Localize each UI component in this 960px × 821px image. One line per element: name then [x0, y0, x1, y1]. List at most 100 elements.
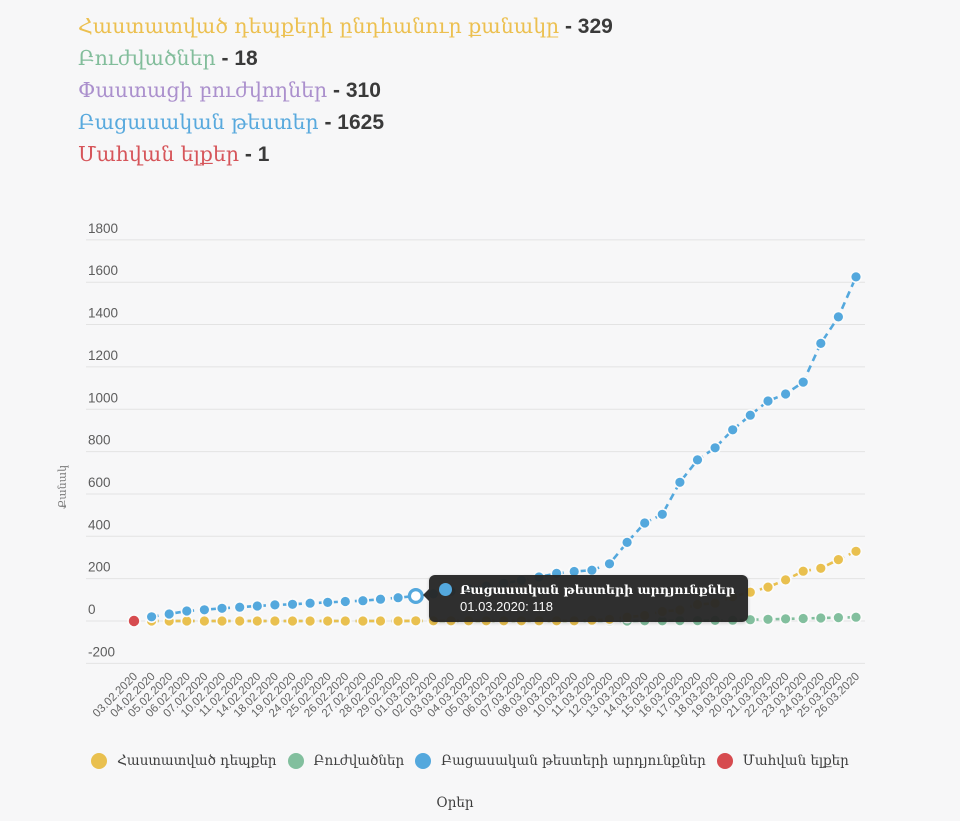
data-point-s0-i4[interactable]: [198, 614, 211, 628]
legend-color-icon: [415, 753, 432, 769]
data-point-s2-i12[interactable]: [339, 595, 352, 608]
stat-line-1: Բուժվածներ - 18: [78, 42, 613, 74]
data-point-s2-i28[interactable]: [620, 536, 634, 549]
stat-label: Մահվան ելքեր: [78, 142, 240, 166]
data-point-s3-i0[interactable]: [127, 614, 141, 628]
data-point-s2-i15[interactable]: [391, 591, 405, 604]
data-point-s2-i4[interactable]: [198, 603, 211, 616]
data-point-s0-i11[interactable]: [321, 614, 334, 628]
data-point-s2-i1[interactable]: [145, 610, 158, 623]
highlighted-data-point[interactable]: [407, 587, 424, 604]
data-point-s2-i40[interactable]: [832, 310, 845, 324]
y-tick-label-1200: 1200: [88, 348, 118, 363]
data-point-s2-i2[interactable]: [163, 607, 176, 621]
legend-item-1[interactable]: Բուժվածներ: [287, 753, 405, 769]
y-tick-label-0: 0: [88, 602, 96, 617]
y-tick-label-400: 400: [88, 517, 111, 532]
stats-header: Հաստատված դեպքերի ընդհանուր քանակը - 329…: [78, 10, 613, 170]
data-point-s0-i41[interactable]: [849, 545, 863, 558]
stat-value: - 18: [215, 47, 258, 70]
data-point-s2-i34[interactable]: [726, 423, 739, 436]
data-point-s2-i33[interactable]: [708, 441, 722, 454]
data-point-s1-i37[interactable]: [779, 612, 792, 626]
data-point-s0-i9[interactable]: [286, 614, 299, 628]
data-point-s2-i11[interactable]: [321, 596, 334, 609]
data-point-s2-i10[interactable]: [303, 596, 317, 610]
data-point-s2-i37[interactable]: [779, 387, 792, 401]
series-line-2: [151, 276, 858, 619]
legend-label: Բացասական թեստերի արդյունքներ: [441, 753, 706, 769]
data-point-s0-i38[interactable]: [796, 564, 810, 578]
data-point-s0-i8[interactable]: [268, 614, 282, 628]
data-point-s0-i37[interactable]: [779, 573, 792, 587]
stat-label: Բուժվածներ: [78, 46, 216, 70]
tooltip-title-row: Բացասական թեստերի արդյունքներ: [439, 582, 735, 597]
data-point-s2-i38[interactable]: [796, 375, 810, 389]
data-point-s2-i7[interactable]: [251, 599, 264, 613]
chart-tooltip: Բացասական թեստերի արդյունքներ 01.03.2020…: [423, 575, 748, 622]
legend-item-2[interactable]: Բացասական թեստերի արդյունքներ: [415, 753, 706, 769]
data-point-s0-i13[interactable]: [356, 614, 370, 628]
data-point-s2-i36[interactable]: [761, 394, 775, 408]
y-tick-label-1000: 1000: [88, 390, 118, 405]
data-point-s2-i35[interactable]: [744, 409, 757, 422]
stat-line-3: Բացասական թեստեր - 1625: [78, 106, 613, 138]
data-point-s0-i14[interactable]: [374, 614, 387, 628]
x-axis-title: Օրեր: [436, 795, 474, 811]
data-point-s2-i5[interactable]: [215, 602, 229, 615]
data-point-s1-i39[interactable]: [814, 611, 827, 625]
data-point-s0-i40[interactable]: [832, 553, 845, 566]
data-point-s2-i14[interactable]: [374, 592, 387, 606]
legend-color-icon: [287, 753, 304, 769]
data-point-s1-i41[interactable]: [849, 610, 863, 624]
stat-label: Բացասական թեստեր: [78, 110, 319, 134]
data-point-s2-i32[interactable]: [691, 453, 704, 467]
stat-value: - 310: [327, 79, 381, 102]
data-point-s2-i3[interactable]: [180, 604, 194, 618]
data-point-s0-i7[interactable]: [251, 614, 264, 628]
chart-legend: Հաստատված դեպքեր Բուժվածներ Բացասական թեստ…: [0, 753, 940, 769]
y-tick-label-200: 200: [88, 560, 111, 575]
y-tick-label-1600: 1600: [88, 263, 118, 278]
y-tick-label--200: -200: [88, 644, 115, 659]
stat-line-0: Հաստատված դեպքերի ընդհանուր քանակը - 329: [78, 10, 613, 42]
data-point-s2-i9[interactable]: [286, 598, 299, 611]
data-point-s2-i13[interactable]: [356, 594, 370, 607]
tooltip-series-name: Բացասական թեստերի արդյունքներ: [460, 582, 735, 597]
legend-label: Բուժվածներ: [313, 753, 405, 769]
tooltip-value-line: 01.03.2020: 118: [460, 599, 554, 614]
legend-item-0[interactable]: Հաստատված դեպքեր: [91, 753, 277, 769]
data-point-s0-i3[interactable]: [180, 614, 194, 628]
legend-color-icon: [91, 753, 108, 769]
stat-line-4: Մահվան ելքեր - 1: [78, 138, 613, 170]
y-tick-label-1400: 1400: [88, 306, 118, 321]
y-tick-label-1800: 1800: [88, 221, 118, 236]
data-point-s0-i36[interactable]: [761, 580, 775, 594]
data-point-s2-i31[interactable]: [673, 476, 687, 489]
data-point-s1-i36[interactable]: [761, 613, 775, 626]
data-point-s2-i8[interactable]: [268, 598, 282, 612]
legend-label: Մահվան ելքեր: [742, 753, 849, 769]
data-point-s2-i41[interactable]: [849, 270, 863, 284]
data-point-s2-i39[interactable]: [814, 337, 827, 350]
data-point-s2-i27[interactable]: [603, 557, 616, 570]
data-point-s0-i39[interactable]: [814, 562, 827, 575]
data-point-s1-i38[interactable]: [796, 612, 810, 625]
data-point-s2-i26[interactable]: [585, 563, 599, 577]
tooltip-series-color-icon: [439, 583, 452, 596]
data-point-s1-i40[interactable]: [832, 611, 845, 624]
data-point-s0-i6[interactable]: [233, 614, 246, 628]
data-point-s0-i12[interactable]: [339, 614, 352, 628]
stat-label: Հաստատված դեպքերի ընդհանուր քանակը: [78, 14, 560, 38]
legend-item-3[interactable]: Մահվան ելքեր: [716, 753, 849, 769]
data-point-s0-i5[interactable]: [215, 614, 229, 628]
data-point-s0-i16[interactable]: [409, 614, 422, 627]
data-point-s0-i15[interactable]: [391, 614, 405, 628]
stat-value: - 329: [559, 15, 613, 38]
data-point-s2-i30[interactable]: [656, 508, 669, 521]
data-point-s0-i10[interactable]: [303, 614, 317, 628]
data-point-s2-i29[interactable]: [638, 516, 651, 530]
data-point-s2-i6[interactable]: [233, 600, 246, 614]
